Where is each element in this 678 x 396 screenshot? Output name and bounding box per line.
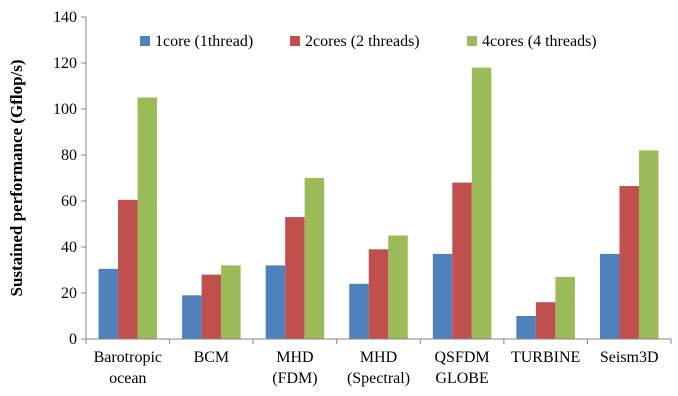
legend-label: 4cores (4 threads) bbox=[482, 33, 597, 50]
legend-swatch bbox=[140, 36, 150, 46]
x-category-label: QSFDM GLOBE bbox=[435, 349, 490, 387]
bar bbox=[638, 150, 659, 339]
bar bbox=[137, 97, 158, 339]
y-tick-label: 40 bbox=[61, 239, 77, 256]
x-category-label: BCM bbox=[194, 349, 230, 366]
y-tick-label: 20 bbox=[61, 285, 77, 302]
x-category-label: MHD (FDM) bbox=[272, 349, 317, 387]
y-tick-label: 0 bbox=[69, 331, 77, 348]
bar bbox=[452, 182, 472, 339]
bar bbox=[535, 302, 556, 339]
y-tick-label: 100 bbox=[53, 101, 77, 118]
bar bbox=[182, 295, 202, 339]
bar bbox=[516, 316, 536, 339]
y-tick-label: 120 bbox=[53, 55, 77, 72]
y-tick-label: 80 bbox=[61, 147, 77, 164]
x-category-label: Seism3D bbox=[600, 349, 659, 366]
legend: 1core (1thread) 2cores (2 threads) 4cores … bbox=[140, 33, 597, 50]
bar bbox=[471, 67, 492, 339]
y-tick-label: 140 bbox=[53, 9, 77, 26]
y-tick-label: 60 bbox=[61, 193, 77, 210]
x-category-label: TURBINE bbox=[511, 349, 580, 366]
legend-label: 2cores (2 threads) bbox=[305, 33, 420, 50]
bar bbox=[201, 274, 222, 339]
x-category-label: MHD (Spectral) bbox=[347, 349, 410, 387]
bar bbox=[285, 217, 305, 339]
legend-swatch bbox=[290, 36, 300, 46]
legend-swatch bbox=[467, 36, 477, 46]
bar bbox=[304, 178, 325, 339]
bar bbox=[349, 283, 369, 339]
bar bbox=[368, 249, 389, 339]
bar bbox=[555, 276, 575, 339]
plot-area bbox=[98, 67, 659, 339]
bar bbox=[388, 235, 408, 339]
bar bbox=[619, 186, 639, 339]
bar bbox=[432, 253, 453, 339]
bar bbox=[265, 265, 286, 339]
bar bbox=[118, 199, 138, 339]
bar bbox=[221, 265, 241, 339]
bar bbox=[98, 268, 119, 339]
x-category-label: Barotropic ocean bbox=[94, 349, 162, 387]
legend-label: 1core (1thread) bbox=[155, 33, 253, 50]
y-axis-label: Sustained performance (Gflop/s) bbox=[7, 59, 26, 296]
y-axis: 0 20 40 60 80 100 120 140 bbox=[53, 9, 87, 348]
x-axis: Barotropic ocean BCM MHD (FDM) MHD (Spectral) Q… bbox=[85, 338, 672, 387]
bar bbox=[599, 253, 620, 339]
